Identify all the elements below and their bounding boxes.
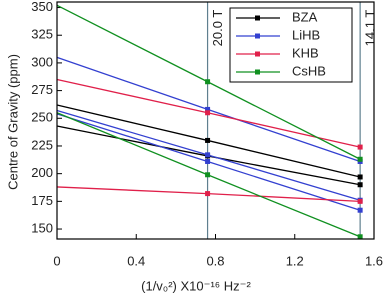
x-tick-label: 0 (53, 253, 60, 268)
legend-label: CsHB (292, 63, 326, 78)
data-marker (357, 198, 363, 204)
field-label: 20.0 T (210, 10, 225, 47)
data-marker (357, 207, 363, 213)
data-marker (357, 144, 363, 150)
y-tick-label: 325 (31, 27, 53, 42)
data-marker (357, 156, 363, 162)
y-axis-label: Centre of Gravity (ppm) (5, 54, 20, 190)
data-marker (357, 174, 363, 180)
data-marker (205, 110, 211, 116)
data-marker (205, 137, 211, 143)
x-axis-label: (1/v₀²) X10⁻¹⁶ Hz⁻² (141, 278, 251, 293)
x-tick-label: 0.8 (206, 253, 224, 268)
x-tick-label: 0.4 (127, 253, 145, 268)
data-marker (205, 191, 211, 197)
legend-marker (255, 69, 260, 75)
y-tick-label: 275 (31, 82, 53, 97)
field-label: 14.1 T (363, 10, 378, 47)
x-tick-label: 1.2 (286, 253, 304, 268)
data-marker (205, 158, 211, 164)
legend-marker (255, 15, 260, 21)
plot-frame (56, 1, 375, 240)
x-tick-label: 1.6 (365, 253, 383, 268)
y-tick-label: 200 (31, 165, 53, 180)
y-tick-label: 150 (31, 220, 53, 235)
legend-label: LiHB (292, 27, 320, 42)
data-marker (205, 172, 211, 178)
data-marker (357, 182, 363, 188)
y-tick-label: 350 (31, 0, 53, 14)
legend-box (229, 7, 353, 83)
y-tick-label: 175 (31, 193, 53, 208)
y-tick-label: 300 (31, 54, 53, 69)
y-tick-label: 225 (31, 137, 53, 152)
legend-marker (255, 51, 260, 57)
data-marker (205, 79, 211, 85)
legend-marker (255, 33, 260, 39)
data-marker (205, 106, 211, 112)
data-marker (205, 152, 211, 158)
legend-label: KHB (292, 45, 319, 60)
y-tick-label: 250 (31, 110, 53, 125)
legend-label: BZA (292, 9, 318, 24)
data-marker (357, 234, 363, 240)
